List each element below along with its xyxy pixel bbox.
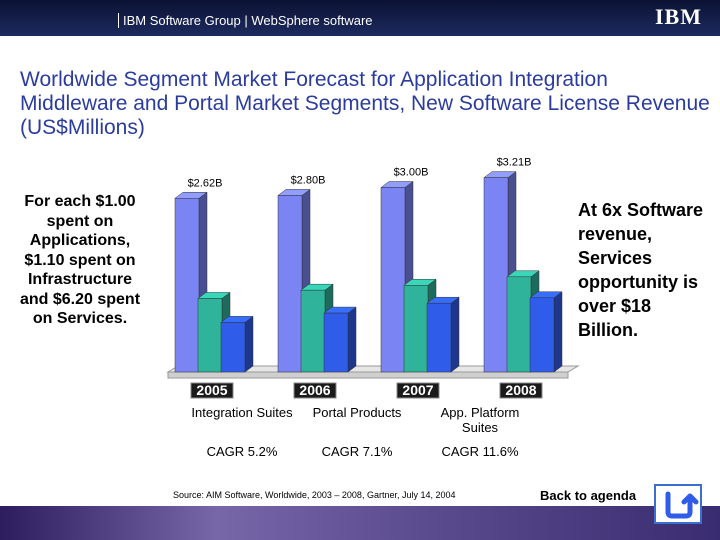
cagr-label: CAGR 11.6% (441, 444, 519, 459)
bar (323, 312, 349, 373)
total-label: $2.80B (291, 174, 326, 186)
bar-side (450, 296, 460, 373)
bar-side (553, 291, 563, 373)
bar (506, 276, 532, 373)
bar (220, 322, 246, 373)
bar-side (347, 306, 357, 373)
year-box (396, 382, 440, 399)
total-label: $3.00B (394, 166, 429, 178)
year-box (499, 382, 543, 399)
left-note: For each $1.00 spent on Applications, $1… (19, 193, 141, 327)
header-bar (0, 0, 720, 36)
slide-title: Worldwide Segment Market Forecast for Ap… (20, 68, 710, 139)
bar (529, 297, 555, 373)
bar-side (244, 315, 254, 373)
x-tick-label: 2006 (299, 382, 330, 398)
source: Source: AIM Software, Worldwide, 2003 – … (173, 490, 456, 500)
bar (174, 198, 200, 373)
back-button[interactable] (654, 484, 702, 524)
x-tick-label: 2007 (402, 382, 433, 398)
year-box (293, 382, 337, 399)
cagr-label: CAGR 5.2% (206, 444, 278, 459)
right-note: At 6x Software revenue, Services opportu… (578, 200, 704, 340)
legend-entry: App. Platform Suites (440, 405, 520, 435)
bar (483, 177, 509, 373)
footer-band (0, 506, 720, 540)
back-icon (665, 491, 699, 519)
bar (197, 298, 223, 373)
legend-entry: Integration Suites (191, 405, 293, 420)
bar (300, 289, 326, 373)
bar (380, 187, 406, 373)
bar (426, 302, 452, 373)
total-label: $2.62B (188, 177, 223, 189)
total-label: $3.21B (497, 157, 532, 169)
year-box (190, 382, 234, 399)
bar (403, 285, 429, 373)
header-text: IBM Software Group | WebSphere software (118, 13, 373, 28)
x-tick-label: 2005 (196, 382, 227, 398)
bar (277, 195, 303, 373)
floor-front (167, 371, 569, 379)
x-tick-label: 2008 (505, 382, 536, 398)
cagr-label: CAGR 7.1% (321, 444, 393, 459)
legend-entry: Portal Products (312, 405, 402, 420)
back-link[interactable]: Back to agenda (540, 488, 637, 503)
logo: IBM (655, 4, 702, 29)
